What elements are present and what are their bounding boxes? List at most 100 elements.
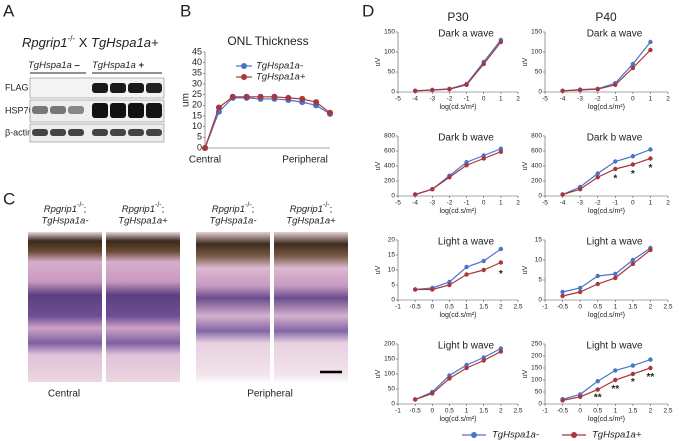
- y-axis-label: um: [181, 93, 192, 107]
- data-point: [648, 247, 653, 253]
- data-point: [498, 260, 504, 265]
- y-tick-label: 10: [192, 121, 202, 131]
- x-axis-label: log(cd.s/m²): [440, 104, 477, 111]
- series-line: [562, 367, 651, 401]
- chart-title: ONL Thickness: [227, 34, 308, 48]
- chart-title: Dark a wave: [587, 29, 643, 40]
- y-tick-label: 50: [535, 389, 543, 396]
- data-point: [630, 261, 636, 267]
- y-tick-label: 0: [197, 142, 202, 152]
- data-point: [481, 358, 486, 363]
- x-tick-label: -5: [542, 200, 548, 207]
- superscript: -/-: [68, 34, 76, 43]
- data-point: [243, 93, 250, 100]
- data-point: [648, 39, 653, 45]
- blot-title: Rpgrip1-/- X TgHspa1a+: [22, 34, 159, 50]
- x-axis-label: log(cd.s/m²): [588, 312, 625, 319]
- legend-marker: [471, 432, 477, 438]
- data-point: [430, 87, 435, 93]
- x-tick-label: 2: [649, 304, 653, 311]
- superscript: -/-: [155, 202, 162, 209]
- group-label: TgHspa1a +: [92, 60, 144, 71]
- x-tick-label: 0: [631, 96, 635, 103]
- x-tick-label: 2: [666, 200, 670, 207]
- image-label: Rpgrip1-/-;: [212, 202, 255, 215]
- x-axis-label: log(cd.s/m²): [440, 208, 477, 215]
- y-tick-label: 600: [531, 148, 542, 155]
- gene: TgHspa1a: [92, 60, 136, 71]
- blot-row-label: β-actin: [5, 127, 32, 137]
- x-tick-label: 2: [499, 408, 503, 415]
- x-tick-label: 2: [499, 304, 503, 311]
- region-label: Central: [48, 389, 80, 400]
- x-tick-label: 2: [516, 200, 520, 207]
- separator: ;: [252, 204, 255, 215]
- y-tick-label: 50: [388, 386, 396, 393]
- x-tick-label: -1: [464, 96, 470, 103]
- y-tick-label: 400: [531, 163, 542, 170]
- significance: **: [647, 372, 655, 383]
- x-tick-label: 2: [666, 96, 670, 103]
- x-tick-label: -0.5: [557, 304, 569, 311]
- data-point: [560, 192, 565, 197]
- x-tick-label: -4: [560, 200, 566, 207]
- data-point: [577, 187, 583, 192]
- x-tick-label: -1: [542, 304, 548, 311]
- histology-images: [28, 232, 348, 382]
- y-tick-label: 150: [531, 365, 542, 372]
- chart-title: Light b wave: [586, 341, 643, 352]
- x-tick-label: -3: [429, 200, 435, 207]
- x-axis-label: Central: [189, 155, 221, 166]
- image-label: Rpgrip1-/-;: [122, 202, 165, 215]
- superscript: -/-: [77, 202, 84, 209]
- data-point: [412, 192, 418, 197]
- data-point: [630, 363, 636, 368]
- x-tick-label: -1: [612, 200, 618, 207]
- superscript: -/-: [323, 202, 330, 209]
- significance: *: [613, 173, 617, 184]
- x-tick-label: -4: [560, 96, 566, 103]
- data-point: [613, 377, 618, 383]
- separator: ;: [162, 204, 165, 215]
- data-point: [630, 371, 636, 377]
- series-line: [562, 148, 651, 196]
- y-tick-label: 250: [531, 341, 542, 348]
- data-point: [447, 175, 452, 180]
- y-tick-label: 35: [192, 68, 202, 78]
- y-axis-label: uV: [375, 161, 382, 170]
- significance: **: [611, 384, 619, 395]
- significance: *: [499, 269, 503, 280]
- y-tick-label: 800: [531, 133, 542, 140]
- x-tick-label: 1.5: [628, 304, 637, 311]
- data-point: [257, 93, 264, 100]
- series-line: [415, 39, 502, 92]
- x-tick-label: 0: [482, 200, 486, 207]
- y-tick-label: 100: [531, 49, 542, 56]
- superscript: -/-: [245, 202, 252, 209]
- legend-label: TgHspa1a+: [592, 430, 642, 441]
- data-point: [412, 88, 418, 94]
- x-tick-label: 1: [465, 304, 469, 311]
- y-tick-label: 15: [535, 237, 543, 244]
- blot-row-label: HSP70: [5, 105, 34, 115]
- data-point: [630, 65, 636, 71]
- data-point: [630, 257, 636, 263]
- x-tick-label: 0: [430, 408, 434, 415]
- significance: *: [648, 163, 652, 174]
- x-tick-label: 1: [465, 408, 469, 415]
- x-tick-label: -1: [464, 200, 470, 207]
- data-point: [595, 387, 600, 392]
- data-point: [313, 99, 320, 106]
- x-tick-label: 1: [613, 408, 617, 415]
- image-label: Rpgrip1-/-;: [44, 202, 87, 215]
- x-tick-label: 2.5: [513, 408, 522, 415]
- column-header: P30: [447, 10, 469, 24]
- series-line: [414, 347, 502, 401]
- group-label: TgHspa1a –: [28, 60, 80, 71]
- gene: TgHspa1a+: [91, 35, 159, 50]
- data-point: [630, 154, 636, 159]
- data-point: [430, 287, 435, 292]
- significance: *: [631, 169, 635, 180]
- blot: [29, 77, 165, 143]
- x-tick-label: -3: [429, 96, 435, 103]
